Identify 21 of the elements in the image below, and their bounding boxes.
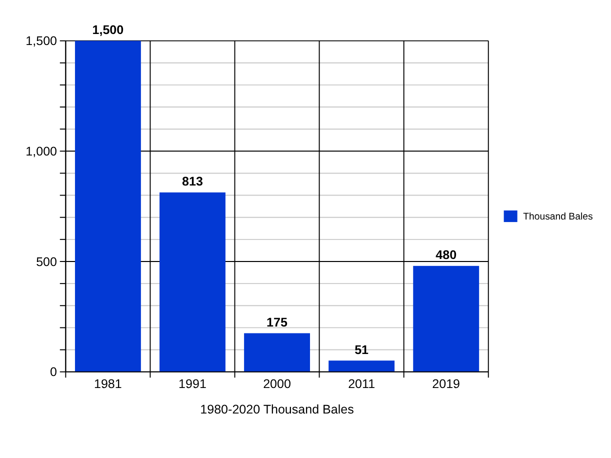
bar bbox=[74, 40, 141, 372]
y-tick-label: 1,500 bbox=[26, 34, 58, 48]
y-tick-label: 0 bbox=[50, 365, 58, 380]
data-label: 813 bbox=[182, 174, 203, 189]
x-axis-title: 1980-2020 Thousand Bales bbox=[200, 402, 354, 416]
data-label: 480 bbox=[436, 248, 457, 262]
x-tick-label: 2011 bbox=[348, 377, 376, 392]
legend-label: Thousand Bales bbox=[523, 212, 593, 223]
y-tick-label: 500 bbox=[36, 254, 58, 269]
bar bbox=[244, 333, 310, 372]
x-tick-label: 2000 bbox=[263, 377, 291, 392]
x-tick-label: 1981 bbox=[94, 377, 122, 392]
x-tick-label: 1991 bbox=[178, 377, 206, 392]
data-label: 51 bbox=[354, 342, 369, 357]
y-tick-label: 1,000 bbox=[26, 144, 58, 159]
x-tick-label: 2019 bbox=[432, 377, 460, 392]
bar bbox=[160, 192, 226, 372]
bar bbox=[328, 360, 395, 372]
data-label: 175 bbox=[266, 315, 288, 330]
data-label: 1,500 bbox=[92, 23, 124, 38]
bar bbox=[413, 266, 480, 372]
